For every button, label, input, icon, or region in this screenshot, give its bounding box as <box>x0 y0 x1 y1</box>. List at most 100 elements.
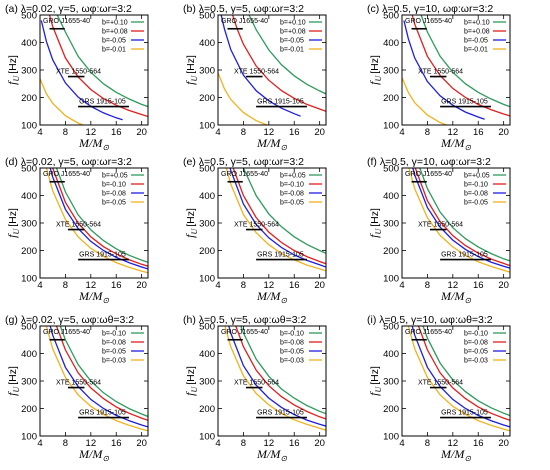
y-axis-label-unit: [Hz] <box>7 55 19 74</box>
x-tick-label: 16 <box>289 438 300 449</box>
x-axis-label: M/M⊙ <box>256 447 287 463</box>
legend-label: b=-0.01 <box>280 47 304 54</box>
x-tick-label: 20 <box>498 127 509 138</box>
y-axis-label-main: f <box>5 233 19 238</box>
y-axis-label: fU[Hz] <box>5 55 21 85</box>
x-axis-label-sub: ⊙ <box>280 143 287 152</box>
series-line <box>403 20 485 120</box>
y-tick-label: 400 <box>383 38 399 49</box>
y-tick-label: 200 <box>383 93 399 104</box>
y-axis-label-sub: U <box>12 228 21 235</box>
y-tick-label: 400 <box>383 349 399 360</box>
y-tick-label: 400 <box>199 191 215 202</box>
x-tick-label: 8 <box>241 280 246 291</box>
series-line <box>45 326 148 432</box>
x-axis-label-main: M/M <box>440 136 465 150</box>
y-tick-label: 200 <box>21 404 37 415</box>
legend-label: b=-0.10 <box>280 331 304 338</box>
y-axis-label: fU[Hz] <box>5 366 21 396</box>
x-axis-label: M/M⊙ <box>440 447 471 463</box>
x-tick-label: 4 <box>37 438 42 449</box>
chart-panel: (f) λ=0.5, γ=10, ωφ:ωr=3:2 GRO J1655-40 XT… <box>367 156 511 305</box>
legend-label: b=-0.05 <box>280 349 304 356</box>
source-label: GRS 1915-105 <box>257 252 304 259</box>
y-tick-label: 200 <box>199 246 215 257</box>
y-tick-label: 100 <box>199 432 215 443</box>
x-tick-label: 8 <box>425 280 430 291</box>
y-tick-label: 100 <box>383 121 399 132</box>
x-tick-label: 20 <box>314 127 325 138</box>
y-axis-label-unit: [Hz] <box>185 208 197 227</box>
x-tick-label: 8 <box>241 438 246 449</box>
legend-label: b=+0.08 <box>464 29 490 36</box>
x-axis-label-sub: ⊙ <box>464 296 471 305</box>
y-axis-label-unit: [Hz] <box>369 55 381 74</box>
x-tick-label: 4 <box>399 438 404 449</box>
x-tick-label: 20 <box>314 280 325 291</box>
x-tick-label: 4 <box>399 127 404 138</box>
y-axis-label-main: f <box>5 80 19 85</box>
y-tick-label: 200 <box>199 404 215 415</box>
y-axis-label: fU[Hz] <box>183 366 199 396</box>
series-line <box>220 15 301 117</box>
panel-title: (f) λ=0.5, γ=10, ωφ:ωr=3:2 <box>367 156 491 168</box>
series-line <box>52 168 148 267</box>
y-axis-label-unit: [Hz] <box>185 55 197 74</box>
source-label: GRS 1915-105 <box>79 410 126 417</box>
x-axis-label-sub: ⊙ <box>280 296 287 305</box>
y-tick-label: 400 <box>21 38 37 49</box>
series-line <box>240 326 326 415</box>
y-axis-label-main: f <box>367 391 381 396</box>
y-tick-label: 300 <box>383 219 399 230</box>
legend-label: b=-0.03 <box>280 358 304 365</box>
legend-label: b=-0.05 <box>464 349 488 356</box>
x-axis-label-main: M/M <box>78 289 103 303</box>
panel-title: (a) λ=0.02, γ=5, ωφ:ωr=3:2 <box>5 3 132 15</box>
series-group <box>407 326 510 432</box>
y-tick-label: 100 <box>199 121 215 132</box>
source-label: XTE 1550-564 <box>418 69 463 76</box>
x-axis-label-sub: ⊙ <box>464 143 471 152</box>
x-tick-label: 8 <box>425 438 430 449</box>
x-tick-label: 4 <box>399 280 404 291</box>
x-tick-label: 12 <box>448 280 459 291</box>
y-tick-label: 300 <box>199 377 215 388</box>
source-label: XTE 1550-564 <box>56 222 101 229</box>
legend-label: b=-0.08 <box>464 191 488 198</box>
legend-label: b=-0.10 <box>102 331 126 338</box>
series-line <box>402 77 449 125</box>
series-group <box>40 15 148 125</box>
x-tick-label: 12 <box>264 438 275 449</box>
source-label: GRO J1655-40 <box>43 18 90 25</box>
x-tick-label: 8 <box>425 127 430 138</box>
x-tick-label: 16 <box>473 438 484 449</box>
x-tick-label: 8 <box>241 127 246 138</box>
legend-label: b=-0.10 <box>102 182 126 189</box>
y-tick-label: 200 <box>383 246 399 257</box>
legend-label: b=+0.05 <box>280 173 306 180</box>
legend-label: b=-0.05 <box>102 38 126 45</box>
series-line <box>414 168 510 267</box>
panel-title: (d) λ=0.02, γ=5, ωφ:ωr=3:2 <box>5 156 132 168</box>
y-tick-label: 400 <box>21 349 37 360</box>
panel-title: (b) λ=0.5, γ=5, ωφ:ωr=3:2 <box>183 3 304 15</box>
series-line <box>49 168 148 270</box>
series-group <box>225 168 326 272</box>
legend-label: b=+0.05 <box>464 173 490 180</box>
series-line <box>248 15 326 95</box>
y-axis-label: fU[Hz] <box>5 208 21 238</box>
y-tick-label: 400 <box>199 38 215 49</box>
legend-label: b=+0.08 <box>280 29 306 36</box>
y-axis-label: fU[Hz] <box>183 55 199 85</box>
source-label: GRO J1655-40 <box>221 18 268 25</box>
x-axis-label-main: M/M <box>256 289 281 303</box>
y-tick-label: 500 <box>21 164 37 175</box>
y-tick-label: 200 <box>21 93 37 104</box>
legend-label: b=-0.08 <box>280 191 304 198</box>
source-label: GRS 1915-105 <box>257 410 304 417</box>
series-line <box>40 78 86 125</box>
legend-label: b=+0.05 <box>102 173 128 180</box>
y-axis-label-main: f <box>367 233 381 238</box>
y-tick-label: 200 <box>199 93 215 104</box>
source-label: GRS 1915-105 <box>441 252 488 259</box>
